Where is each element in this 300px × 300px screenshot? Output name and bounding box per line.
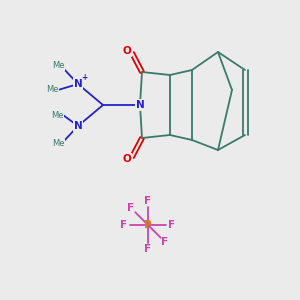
Text: O: O — [123, 154, 131, 164]
Text: N: N — [136, 100, 144, 110]
Text: F: F — [144, 196, 152, 206]
Text: O: O — [123, 46, 131, 56]
Text: N: N — [74, 121, 82, 131]
Text: P: P — [144, 220, 152, 230]
Text: F: F — [120, 220, 128, 230]
Text: F: F — [128, 203, 135, 213]
Text: N: N — [74, 79, 82, 89]
Text: +: + — [81, 74, 87, 82]
Text: F: F — [168, 220, 175, 230]
Text: Me: Me — [52, 61, 64, 70]
Text: Me: Me — [51, 110, 63, 119]
Text: Me: Me — [46, 85, 58, 94]
Text: Me: Me — [52, 140, 64, 148]
Text: F: F — [144, 244, 152, 254]
Text: F: F — [161, 237, 169, 247]
